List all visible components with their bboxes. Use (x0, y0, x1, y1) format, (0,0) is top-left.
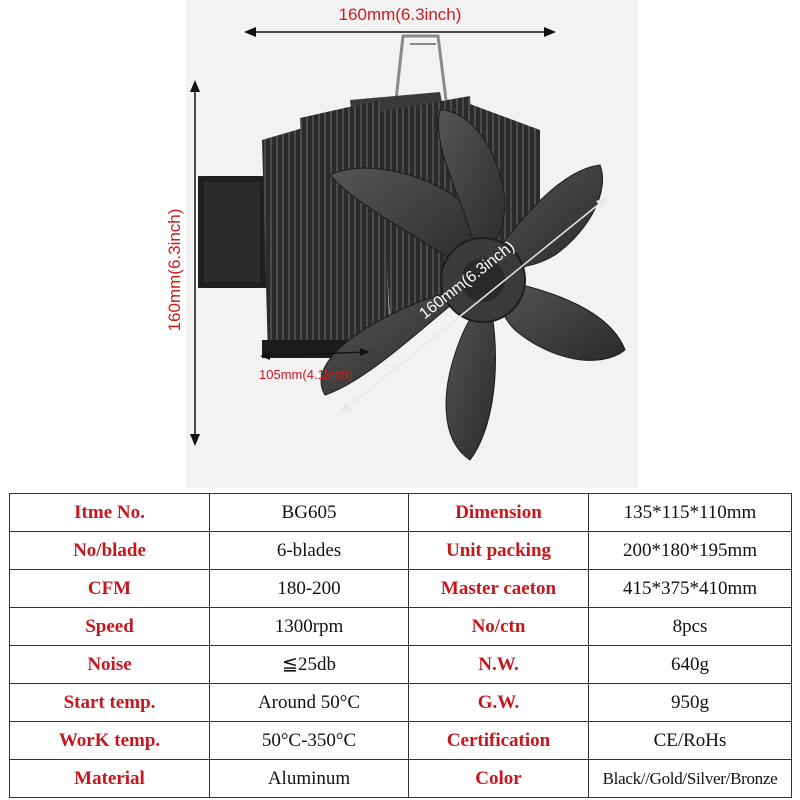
spec-table: Itme No. BG605 Dimension 135*115*110mm N… (9, 493, 792, 798)
spec-label: Color (408, 759, 589, 798)
fan-blades (320, 109, 626, 461)
spec-value: 8pcs (588, 607, 792, 646)
spec-label: Material (9, 759, 210, 798)
spec-label: No/blade (9, 531, 210, 570)
spec-value: BG605 (209, 493, 409, 532)
height-dimension: 160mm(6.3inch) (165, 80, 200, 446)
spec-label: G.W. (408, 683, 589, 722)
stove-fan-illustration: 160mm(6.3inch) 160mm(6.3inch) 160mm(6.3i… (165, 5, 626, 461)
spec-value: 640g (588, 645, 792, 684)
spec-value: 135*115*110mm (588, 493, 792, 532)
depth-label: 105mm(4.1inch) (259, 367, 353, 382)
table-row: Start temp. Around 50°C G.W. 950g (9, 683, 792, 722)
width-dimension: 160mm(6.3inch) (244, 5, 556, 37)
base-plate (198, 176, 268, 288)
handle-wire (394, 34, 448, 101)
table-row: Noise ≦25db N.W. 640g (9, 645, 792, 684)
spec-label: Master caeton (408, 569, 589, 608)
table-row: WorK temp. 50°C-350°C Certification CE/R… (9, 721, 792, 760)
table-row: Itme No. BG605 Dimension 135*115*110mm (9, 493, 792, 532)
spec-value: Black//Gold/Silver/Bronze (588, 759, 792, 798)
spec-label: Unit packing (408, 531, 589, 570)
spec-value: Aluminum (209, 759, 409, 798)
table-row: Speed 1300rpm No/ctn 8pcs (9, 607, 792, 646)
spec-label: WorK temp. (9, 721, 210, 760)
spec-value: ≦25db (209, 645, 409, 684)
spec-value: 6-blades (209, 531, 409, 570)
height-label: 160mm(6.3inch) (165, 209, 184, 332)
spec-label: Start temp. (9, 683, 210, 722)
table-row: CFM 180-200 Master caeton 415*375*410mm (9, 569, 792, 608)
fan-hub (440, 237, 526, 323)
spec-label: Certification (408, 721, 589, 760)
spec-value: 1300rpm (209, 607, 409, 646)
spec-label: No/ctn (408, 607, 589, 646)
depth-dimension: 105mm(4.1inch) (259, 348, 370, 382)
spec-value: CE/RoHs (588, 721, 792, 760)
spec-label: Itme No. (9, 493, 210, 532)
spec-value: 200*180*195mm (588, 531, 792, 570)
spec-value: 950g (588, 683, 792, 722)
spec-label: CFM (9, 569, 210, 608)
spec-value: 415*375*410mm (588, 569, 792, 608)
table-row: No/blade 6-blades Unit packing 200*180*1… (9, 531, 792, 570)
table-row: Material Aluminum Color Black//Gold/Silv… (9, 759, 792, 798)
product-photo: 160mm(6.3inch) 160mm(6.3inch) 160mm(6.3i… (165, 0, 638, 488)
spec-label: Dimension (408, 493, 589, 532)
spec-value: 50°C-350°C (209, 721, 409, 760)
spec-label: Speed (9, 607, 210, 646)
width-label: 160mm(6.3inch) (339, 5, 462, 24)
spec-label: Noise (9, 645, 210, 684)
spec-value: Around 50°C (209, 683, 409, 722)
spec-label: N.W. (408, 645, 589, 684)
spec-value: 180-200 (209, 569, 409, 608)
